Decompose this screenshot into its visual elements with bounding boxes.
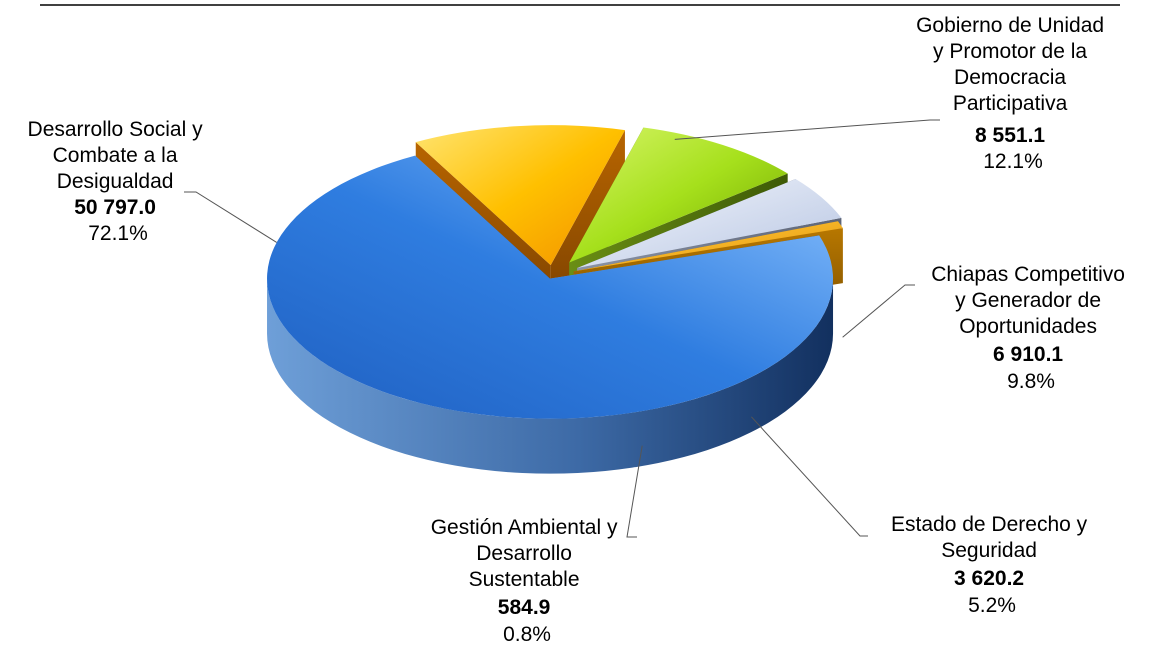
slice-3-name-line-0: Estado de Derecho y bbox=[891, 513, 1088, 536]
slice-3-name-line-1: Seguridad bbox=[941, 539, 1037, 562]
slice-2-name-line-2: Oportunidades bbox=[959, 315, 1097, 338]
slice-2-percent: 9.8% bbox=[1007, 370, 1055, 393]
slice-2-name-line-0: Chiapas Competitivo bbox=[931, 263, 1125, 286]
slice-label-0: Desarrollo Social y Combate a la Desigua… bbox=[28, 118, 209, 245]
slice-4-percent: 0.8% bbox=[503, 623, 551, 646]
slice-0-value: 50 797.0 bbox=[74, 196, 156, 219]
slice-top-4 bbox=[573, 221, 843, 272]
slice-1-name-line-0: Gobierno de Unidad bbox=[916, 14, 1104, 37]
slice-2-name-line-1: y Generador de bbox=[955, 289, 1101, 312]
leader-lines bbox=[184, 119, 940, 538]
slice-0-name-line-0: Desarrollo Social y bbox=[28, 118, 204, 141]
slice-cut-1-1 bbox=[550, 130, 625, 321]
slice-4-name-line-1: Desarrollo bbox=[476, 542, 572, 565]
slice-1-name-line-2: Democracia bbox=[954, 66, 1066, 89]
leader-line-4 bbox=[626, 445, 643, 538]
slice-2-value: 6 910.1 bbox=[993, 343, 1063, 366]
slice-1-value: 8 551.1 bbox=[975, 124, 1045, 147]
leader-line-1 bbox=[674, 119, 940, 140]
slice-top-1 bbox=[415, 125, 625, 266]
leader-line-0 bbox=[184, 191, 277, 243]
slice-label-1: Gobierno de Unidad y Promotor de la Demo… bbox=[916, 14, 1110, 173]
slice-top-2 bbox=[569, 127, 788, 263]
slice-label-3: Estado de Derecho y Seguridad 3 620.2 5.… bbox=[891, 513, 1093, 617]
slice-label-2: Chiapas Competitivo y Generador de Oport… bbox=[931, 263, 1131, 393]
slice-3-value: 3 620.2 bbox=[954, 567, 1024, 590]
leader-line-3 bbox=[751, 416, 868, 537]
slice-1-percent: 12.1% bbox=[983, 150, 1043, 173]
slice-4-name-line-0: Gestión Ambiental y bbox=[431, 516, 618, 539]
leader-line-2 bbox=[842, 284, 915, 338]
slice-3-percent: 5.2% bbox=[968, 594, 1016, 617]
slice-top-0 bbox=[267, 155, 834, 419]
slice-tops bbox=[267, 125, 843, 419]
slice-1-name-line-1: y Promotor de la bbox=[933, 40, 1087, 63]
slice-top-3 bbox=[577, 179, 842, 269]
slice-0-name-line-2: Desigualdad bbox=[57, 170, 174, 193]
slice-4-name-line-2: Sustentable bbox=[469, 568, 580, 591]
slice-label-4: Gestión Ambiental y Desarrollo Sustentab… bbox=[431, 516, 624, 646]
slice-0-percent: 72.1% bbox=[88, 222, 148, 245]
slice-1-name-line-3: Participativa bbox=[953, 92, 1068, 115]
slice-4-value: 584.9 bbox=[498, 596, 551, 619]
slice-wall-0-0 bbox=[267, 278, 834, 474]
slice-0-name-line-1: Combate a la bbox=[53, 144, 178, 167]
